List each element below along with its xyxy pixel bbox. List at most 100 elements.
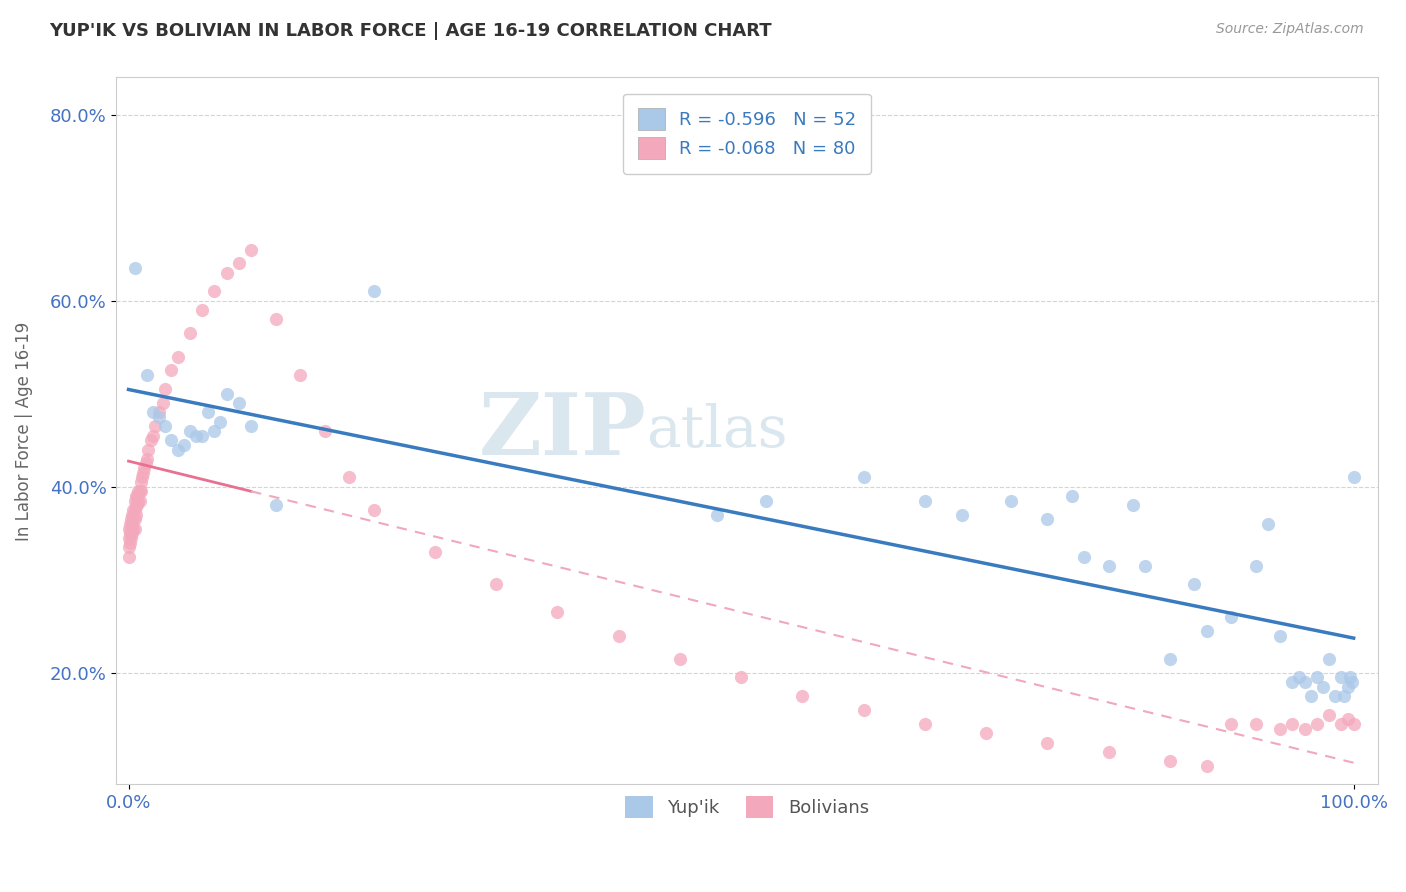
Point	[120, 512, 142, 526]
Point	[755, 493, 778, 508]
Point	[1317, 707, 1340, 722]
Point	[124, 503, 146, 517]
Point	[148, 409, 170, 424]
Point	[127, 493, 149, 508]
Point	[118, 526, 141, 541]
Point	[264, 312, 287, 326]
Point	[209, 415, 232, 429]
Point	[1220, 610, 1243, 624]
Point	[127, 499, 149, 513]
Point	[125, 499, 148, 513]
Point	[135, 368, 157, 383]
Point	[145, 419, 167, 434]
Point	[1195, 624, 1218, 638]
Point	[1333, 689, 1355, 703]
Point	[1312, 680, 1334, 694]
Point	[122, 512, 145, 526]
Point	[852, 470, 875, 484]
Point	[1036, 735, 1059, 749]
Point	[122, 522, 145, 536]
Point	[1343, 470, 1365, 484]
Point	[706, 508, 728, 522]
Point	[215, 386, 238, 401]
Point	[1000, 493, 1022, 508]
Point	[1339, 670, 1361, 684]
Point	[124, 522, 146, 536]
Point	[121, 508, 143, 522]
Point	[1343, 717, 1365, 731]
Text: ZIP: ZIP	[478, 389, 647, 473]
Point	[148, 405, 170, 419]
Point	[314, 424, 336, 438]
Text: atlas: atlas	[647, 403, 787, 459]
Point	[118, 535, 141, 549]
Point	[129, 475, 152, 489]
Point	[134, 461, 156, 475]
Point	[228, 256, 250, 270]
Point	[1294, 675, 1316, 690]
Point	[136, 442, 159, 457]
Point	[117, 531, 139, 545]
Point	[1036, 512, 1059, 526]
Point	[124, 261, 146, 276]
Point	[1244, 558, 1267, 573]
Point	[950, 508, 973, 522]
Point	[135, 451, 157, 466]
Point	[1159, 754, 1181, 768]
Point	[160, 363, 183, 377]
Point	[142, 405, 165, 419]
Text: YUP'IK VS BOLIVIAN IN LABOR FORCE | AGE 16-19 CORRELATION CHART: YUP'IK VS BOLIVIAN IN LABOR FORCE | AGE …	[49, 22, 772, 40]
Point	[127, 489, 149, 503]
Point	[142, 428, 165, 442]
Point	[363, 503, 385, 517]
Point	[1306, 717, 1329, 731]
Point	[1294, 722, 1316, 736]
Point	[1306, 670, 1329, 684]
Point	[118, 516, 141, 531]
Point	[155, 382, 177, 396]
Point	[152, 396, 174, 410]
Point	[131, 470, 153, 484]
Point	[974, 726, 997, 740]
Point	[1324, 689, 1347, 703]
Point	[121, 516, 143, 531]
Point	[1244, 717, 1267, 731]
Point	[1195, 759, 1218, 773]
Point	[215, 266, 238, 280]
Point	[125, 489, 148, 503]
Point	[914, 717, 936, 731]
Point	[135, 457, 157, 471]
Point	[1341, 675, 1364, 690]
Point	[1281, 717, 1303, 731]
Point	[117, 540, 139, 554]
Point	[1336, 712, 1358, 726]
Point	[1060, 489, 1083, 503]
Point	[202, 424, 225, 438]
Point	[240, 243, 263, 257]
Point	[127, 484, 149, 499]
Legend: Yup'ik, Bolivians: Yup'ik, Bolivians	[619, 789, 876, 825]
Point	[546, 605, 568, 619]
Point	[363, 285, 385, 299]
Point	[121, 526, 143, 541]
Y-axis label: In Labor Force | Age 16-19: In Labor Force | Age 16-19	[15, 321, 32, 541]
Point	[179, 326, 201, 341]
Point	[125, 508, 148, 522]
Point	[166, 442, 188, 457]
Point	[607, 629, 630, 643]
Point	[128, 493, 150, 508]
Point	[128, 484, 150, 499]
Point	[124, 493, 146, 508]
Point	[264, 499, 287, 513]
Point	[485, 577, 508, 591]
Point	[1330, 717, 1353, 731]
Point	[1073, 549, 1095, 564]
Point	[120, 531, 142, 545]
Point	[1182, 577, 1205, 591]
Point	[132, 466, 155, 480]
Point	[191, 303, 214, 318]
Point	[1330, 670, 1353, 684]
Point	[1317, 652, 1340, 666]
Point	[730, 670, 752, 684]
Point	[792, 689, 814, 703]
